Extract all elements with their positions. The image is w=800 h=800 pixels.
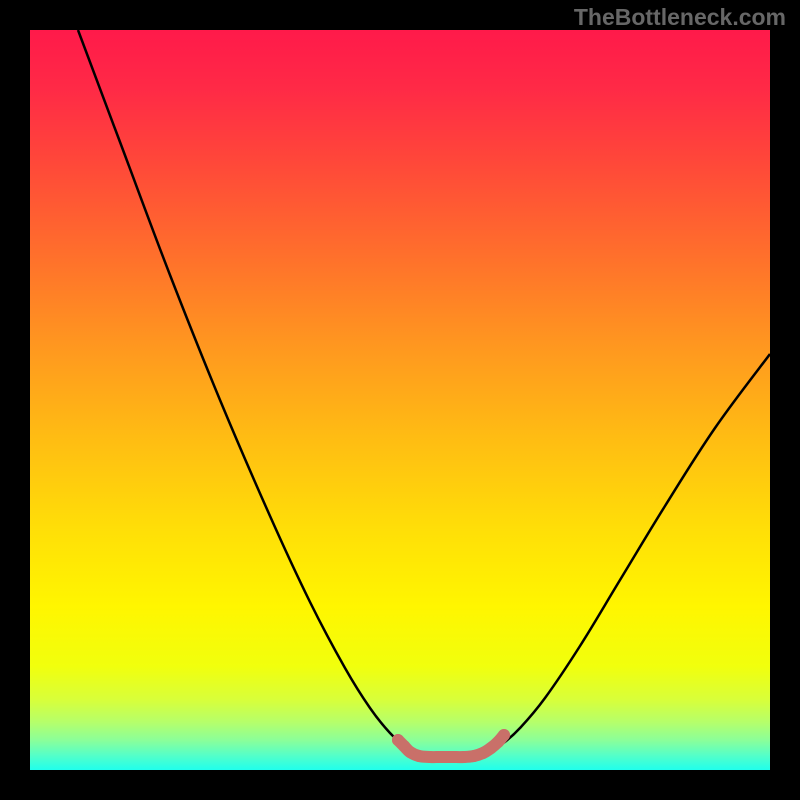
plot-area — [30, 30, 770, 770]
chart-svg — [0, 0, 800, 800]
watermark-label: TheBottleneck.com — [574, 4, 786, 31]
bottleneck-chart: TheBottleneck.com — [0, 0, 800, 800]
